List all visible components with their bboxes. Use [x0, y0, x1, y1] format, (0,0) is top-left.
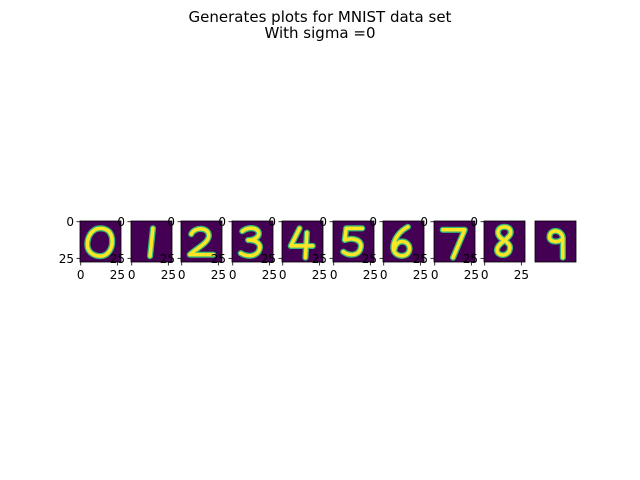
xtick-label-3-0: 0	[229, 268, 237, 282]
xtick-label-0-0: 0	[77, 268, 85, 282]
ytick-label-2-1: 25	[160, 252, 175, 266]
digit-stroke-5	[341, 226, 365, 257]
digit-stroke-4	[289, 226, 315, 260]
xtick-label-7-1: 25	[464, 268, 479, 282]
xtick-label-2-1: 25	[211, 268, 226, 282]
ytick-label-7-0: 0	[420, 215, 428, 229]
xtick-label-5-1: 25	[363, 268, 378, 282]
ytick-label-5-0: 0	[319, 215, 327, 229]
xtick-label-4-1: 25	[312, 268, 327, 282]
digit-image-9	[534, 220, 577, 263]
digit-stroke-8	[495, 225, 513, 257]
ytick-label-4-1: 25	[261, 252, 276, 266]
ytick-label-1-1: 25	[110, 252, 125, 266]
digit-stroke-0	[85, 226, 114, 258]
xtick-label-5-0: 0	[330, 268, 338, 282]
ytick-label-0-0: 0	[66, 215, 74, 229]
xtick-label-7-0: 0	[431, 268, 439, 282]
xtick-label-0-1: 25	[110, 268, 125, 282]
ytick-label-7-1: 25	[413, 252, 428, 266]
chart-title-line2: With sigma =0	[264, 24, 376, 42]
digit-stroke-3	[239, 226, 262, 258]
ytick-label-3-0: 0	[218, 215, 226, 229]
xtick-label-1-1: 25	[161, 268, 176, 282]
xtick-label-6-0: 0	[380, 268, 388, 282]
xtick-label-3-1: 25	[262, 268, 277, 282]
xtick-label-8-0: 0	[481, 268, 489, 282]
ytick-label-4-0: 0	[268, 215, 276, 229]
digit-stroke-6	[391, 225, 412, 258]
ytick-label-8-1: 25	[463, 252, 478, 266]
ytick-label-2-0: 0	[167, 215, 175, 229]
ytick-label-5-1: 25	[312, 252, 327, 266]
ytick-label-6-1: 25	[362, 252, 377, 266]
digit-stroke-7	[441, 228, 467, 260]
ytick-label-6-0: 0	[369, 215, 377, 229]
chart-title-line1: Generates plots for MNIST data set	[188, 8, 452, 26]
digit-stroke-9	[547, 229, 565, 260]
xtick-label-1-0: 0	[128, 268, 136, 282]
digit-stroke-2	[188, 227, 215, 257]
xtick-label-6-1: 25	[413, 268, 428, 282]
xtick-label-2-0: 0	[178, 268, 186, 282]
xtick-label-4-0: 0	[279, 268, 287, 282]
digit-stroke-1	[148, 226, 155, 258]
ytick-label-0-1: 25	[59, 252, 74, 266]
ytick-label-8-0: 0	[470, 215, 478, 229]
xtick-label-8-1: 25	[514, 268, 529, 282]
ytick-label-3-1: 25	[211, 252, 226, 266]
ytick-label-1-0: 0	[117, 215, 125, 229]
